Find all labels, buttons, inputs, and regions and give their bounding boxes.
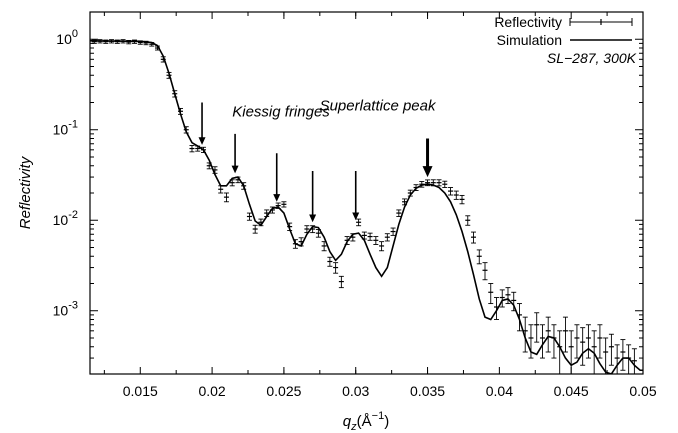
data-point xyxy=(574,324,580,359)
data-point xyxy=(189,145,195,153)
data-point xyxy=(505,287,511,305)
data-point xyxy=(465,215,471,226)
data-point xyxy=(620,339,626,371)
data-point xyxy=(356,218,362,227)
x-axis-title: qz(Å−1) xyxy=(343,410,389,433)
data-point xyxy=(367,232,373,241)
y-tick-label: 100 xyxy=(56,28,78,47)
data-point xyxy=(488,283,494,305)
x-tick-label: 0.045 xyxy=(554,383,589,399)
y-axis: 100 10-1 10-2 10-3 xyxy=(53,11,643,375)
kiessig-arrow-head xyxy=(231,165,239,174)
data-point xyxy=(327,256,333,267)
data-point xyxy=(482,262,488,281)
data-point xyxy=(453,190,459,200)
kiessig-arrow-head xyxy=(309,214,317,223)
x-tick-label: 0.02 xyxy=(198,383,225,399)
data-point xyxy=(246,212,252,221)
y-axis-title: Reflectivity xyxy=(17,155,34,229)
data-point xyxy=(580,327,586,366)
data-point xyxy=(631,348,637,374)
data-point xyxy=(603,337,609,374)
y-tick-label: 10-1 xyxy=(53,119,78,138)
data-point xyxy=(534,312,540,343)
data-point xyxy=(384,233,390,242)
data-point xyxy=(396,209,402,217)
data-point xyxy=(597,324,603,359)
data-point xyxy=(459,194,465,205)
kiessig-arrow-head xyxy=(198,137,206,145)
data-point xyxy=(321,241,327,252)
y-tick-label: 10-3 xyxy=(53,300,78,319)
data-point xyxy=(442,180,448,188)
data-point xyxy=(390,227,396,236)
x-tick-label: 0.015 xyxy=(123,383,158,399)
x-tick-label: 0.04 xyxy=(486,383,513,399)
legend-note: SL−287, 300K xyxy=(547,50,637,66)
data-point xyxy=(223,192,229,203)
x-tick-label: 0.025 xyxy=(266,383,301,399)
data-point xyxy=(333,262,339,274)
kiessig-label: Kiessig fringes xyxy=(232,104,330,121)
kiessig-arrow-head xyxy=(273,194,281,202)
data-point xyxy=(585,324,591,359)
data-point xyxy=(568,330,574,374)
data-point xyxy=(511,291,517,312)
data-point xyxy=(471,231,477,244)
plot-frame xyxy=(89,11,644,375)
legend-label-reflectivity: Reflectivity xyxy=(494,14,562,30)
data-point xyxy=(448,187,454,196)
data-point xyxy=(361,231,367,240)
data-point xyxy=(252,224,258,234)
data-point xyxy=(476,249,482,265)
superlattice-label: Superlattice peak xyxy=(320,98,437,115)
kiessig-arrow-head xyxy=(352,212,360,221)
data-point xyxy=(304,225,310,234)
data-point xyxy=(218,185,224,194)
legend-label-simulation: Simulation xyxy=(497,32,562,48)
data-point xyxy=(539,324,545,359)
simulation-line xyxy=(90,40,643,374)
data-point xyxy=(373,236,379,245)
data-point xyxy=(614,344,620,374)
data-point xyxy=(338,275,344,289)
data-point xyxy=(608,333,614,366)
x-tick-label: 0.035 xyxy=(410,383,445,399)
superlattice-arrow-head xyxy=(422,166,433,178)
x-tick-label: 0.03 xyxy=(342,383,369,399)
legend: Reflectivity Simulation SL−287, 300K xyxy=(494,14,636,66)
data-point xyxy=(557,330,563,374)
y-tick-label: 10-2 xyxy=(53,209,78,228)
data-point xyxy=(379,241,385,252)
data-point xyxy=(562,316,568,353)
x-axis: 0.015 0.02 0.025 0.03 0.035 0.04 0.045 0.05 xyxy=(103,12,657,399)
data-point xyxy=(545,316,551,353)
data-point xyxy=(436,179,442,187)
data-point xyxy=(499,289,505,308)
data-point xyxy=(281,201,287,208)
data-point xyxy=(493,297,499,320)
x-tick-label: 0.05 xyxy=(629,383,656,399)
